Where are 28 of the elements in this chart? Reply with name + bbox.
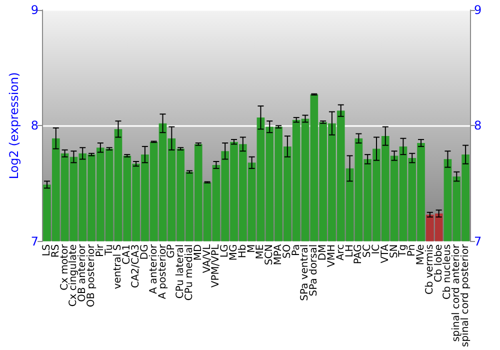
x-tick-label: RS	[50, 244, 62, 258]
y2-tick-label: 9	[474, 3, 482, 17]
x-tick-label: Cb lobe	[433, 244, 444, 282]
x-tick-label: MVe	[416, 244, 427, 266]
y-tick-label: 9	[30, 3, 39, 17]
y-tick-label: 7	[30, 234, 39, 248]
x-tick-label: MD	[192, 244, 204, 261]
x-tick-label: VMH	[326, 244, 338, 268]
x-tick-label: GP	[166, 244, 178, 258]
y-tick-label: 8	[30, 118, 39, 133]
x-tick-label: Arc	[335, 244, 346, 261]
y-axis-title: Log2 (expression)	[7, 72, 21, 180]
x-tick-label: CPu medial	[184, 244, 195, 301]
x-tick-label: Pir	[94, 243, 106, 257]
x-tick-label: DG	[139, 244, 150, 260]
x-tick-label: Tg	[398, 244, 409, 258]
x-tick-label: LS	[41, 244, 52, 256]
x-tick-label: IC	[370, 244, 382, 254]
x-tick-label: Pa	[290, 244, 302, 256]
x-tick-label: VTA	[380, 244, 391, 264]
x-tick-label: spinal cord posterior	[460, 243, 472, 348]
y2-tick-label: 7	[474, 234, 482, 248]
x-tick-label: OB posterior	[86, 243, 98, 308]
x-tick-label: SO	[282, 244, 293, 259]
x-tick-label: SN	[388, 244, 400, 258]
x-tick-label: A posterior	[157, 243, 168, 300]
x-tick-label: Hb	[237, 244, 248, 258]
y2-tick-label: 8	[474, 118, 482, 133]
